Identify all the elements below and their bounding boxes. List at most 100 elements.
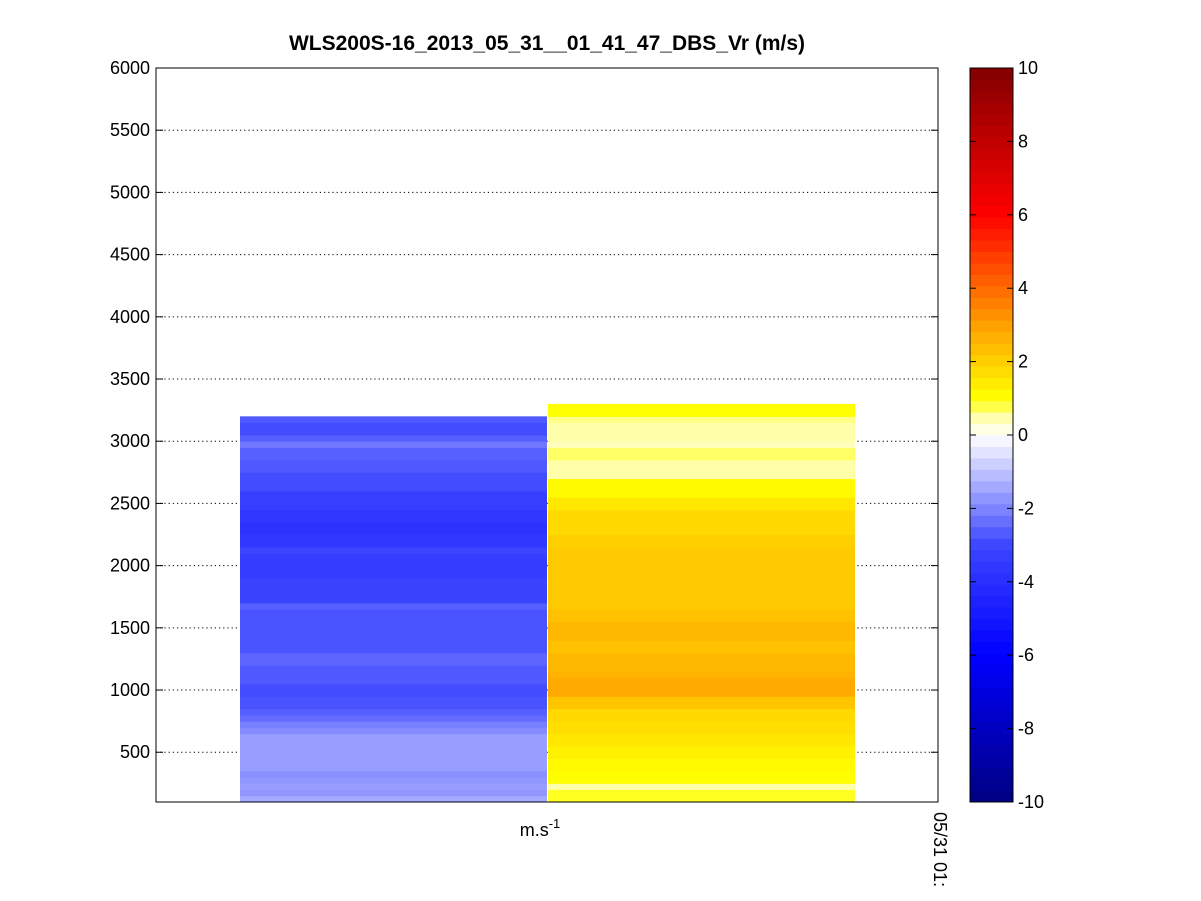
colorbar-segment <box>970 744 1013 757</box>
colorbar-segment <box>970 228 1013 241</box>
colorbar-segment <box>970 262 1013 275</box>
heatmap-cell <box>548 671 855 679</box>
heatmap-cell <box>548 609 855 623</box>
heatmap-cell <box>240 789 547 797</box>
heatmap-cell <box>240 714 547 722</box>
y-tick-label: 5500 <box>110 120 150 140</box>
colorbar-tick-label: -4 <box>1018 572 1034 592</box>
colorbar-segment <box>970 159 1013 172</box>
heatmap-cell <box>548 459 855 480</box>
colorbar-segment <box>970 480 1013 493</box>
heatmap-cell <box>548 746 855 759</box>
colorbar-segment <box>970 251 1013 264</box>
heatmap-cell <box>548 758 855 772</box>
colorbar-tick-label: 0 <box>1018 425 1028 445</box>
y-tick-label: 4000 <box>110 307 150 327</box>
colorbar-segment <box>970 297 1013 310</box>
colorbar-tick-label: -10 <box>1018 792 1044 812</box>
colorbar-segment <box>970 182 1013 195</box>
y-tick-label: 6000 <box>110 58 150 78</box>
colorbar-segment <box>970 217 1013 230</box>
heatmap-cell <box>240 546 547 554</box>
y-tick-label: 5000 <box>110 182 150 202</box>
colorbar-segment <box>970 343 1013 356</box>
heatmap-column <box>548 403 855 803</box>
colorbar: 10 8 6 4 2 0 -2 -4 -6 -8 -10 <box>969 58 1044 812</box>
colorbar-segment <box>970 285 1013 298</box>
colorbar-segment <box>970 354 1013 367</box>
y-tick-label: 3000 <box>110 431 150 451</box>
colorbar-segment <box>970 549 1013 562</box>
colorbar-segment <box>970 687 1013 700</box>
colorbar-segment <box>970 618 1013 631</box>
colorbar-segment <box>970 205 1013 218</box>
colorbar-segment <box>970 331 1013 344</box>
colorbar-segment <box>970 240 1013 252</box>
colorbar-tick-label: 6 <box>1018 205 1028 225</box>
colorbar-segment <box>970 733 1013 746</box>
colorbar-segment <box>970 102 1013 115</box>
colorbar-segment <box>970 366 1013 379</box>
heatmap-cell <box>240 435 547 442</box>
y-tick-label: 2500 <box>110 493 150 513</box>
x-axis-label-base: m.s <box>520 820 549 840</box>
heatmap-cell <box>548 447 855 461</box>
heatmap-cell <box>240 696 547 710</box>
colorbar-segment <box>970 698 1013 711</box>
heatmap-cell <box>548 416 855 424</box>
colorbar-tick-label: 4 <box>1018 278 1028 298</box>
colorbar-segment <box>970 435 1013 447</box>
colorbar-tick-label: -2 <box>1018 498 1034 518</box>
colorbar-segment <box>970 595 1013 608</box>
colorbar-segment <box>970 572 1013 585</box>
heatmap-cell <box>240 416 547 424</box>
heatmap-cell <box>240 609 547 654</box>
heatmap-cell <box>240 559 547 579</box>
colorbar-segment <box>970 320 1013 333</box>
heatmap-cell <box>548 546 855 610</box>
colorbar-segment <box>970 446 1013 459</box>
heatmap-cell <box>548 621 855 641</box>
colorbar-segment <box>970 492 1013 505</box>
heatmap-cell <box>548 403 855 417</box>
heatmap-cell <box>240 708 547 716</box>
heatmap-cell <box>240 652 547 666</box>
x-axis-label: m.s-1 <box>520 816 561 840</box>
heatmap-cell <box>548 770 855 784</box>
colorbar-segment <box>970 515 1013 528</box>
heatmap-cell <box>240 441 547 448</box>
colorbar-segment <box>970 526 1013 539</box>
colorbar-segment <box>970 90 1013 103</box>
heatmap-cell <box>548 478 855 498</box>
plot-area: 500 1000 1500 2000 2500 3000 3500 4000 4500 5000 5… <box>110 58 939 803</box>
heatmap-cell <box>548 677 855 697</box>
heatmap-cell <box>548 534 855 548</box>
heatmap-cell <box>548 721 855 735</box>
colorbar-segment <box>970 664 1013 677</box>
heatmap-cell <box>548 783 855 791</box>
heatmap-cell <box>240 422 547 436</box>
heatmap-cell <box>240 683 547 697</box>
heatmap-cell <box>548 789 855 803</box>
y-tick-label: 3500 <box>110 369 150 389</box>
colorbar-segment <box>970 721 1013 734</box>
x-axis-label-exponent: -1 <box>549 816 561 831</box>
colorbar-segment <box>970 469 1013 482</box>
colorbar-segment <box>970 790 1013 803</box>
heatmap-cell <box>240 522 547 536</box>
colorbar-segment <box>970 125 1013 138</box>
colorbar-segment <box>970 412 1013 425</box>
colorbar-segment <box>970 503 1013 516</box>
heatmap-cell <box>548 509 855 536</box>
colorbar-segment <box>970 675 1013 688</box>
colorbar-segment <box>970 767 1013 780</box>
heatmap-cell <box>240 602 547 610</box>
colorbar-segment <box>970 194 1013 207</box>
colorbar-tick-label: -6 <box>1018 645 1034 665</box>
colorbar-tick-label: 2 <box>1018 352 1028 372</box>
heatmap-cell <box>240 665 547 685</box>
colorbar-segment <box>970 457 1013 470</box>
colorbar-tick-label: 10 <box>1018 58 1038 78</box>
colorbar-segment <box>970 538 1013 551</box>
